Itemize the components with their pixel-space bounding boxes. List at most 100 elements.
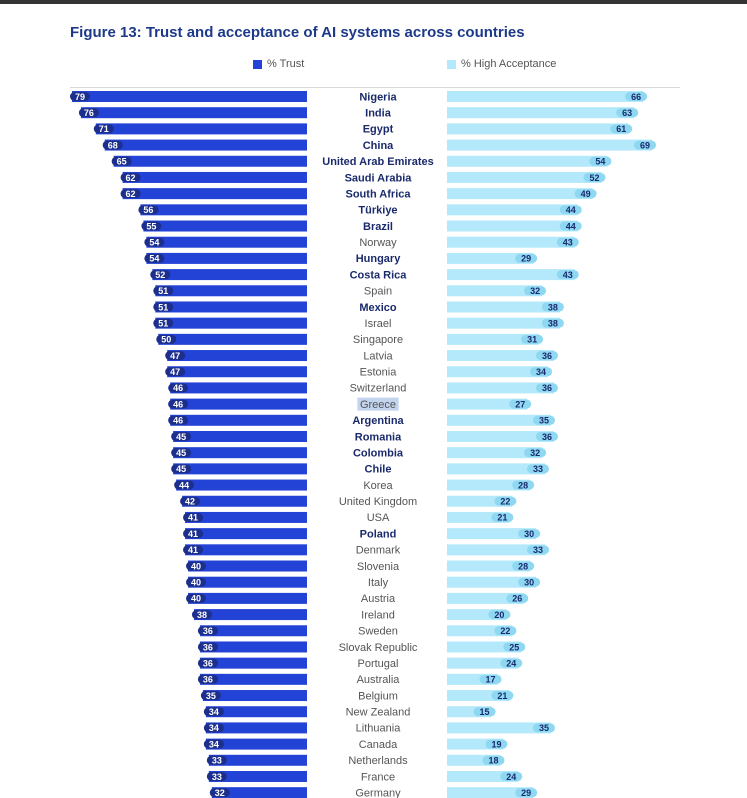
trust-value-pill (171, 464, 192, 474)
acceptance-bar (447, 350, 554, 362)
trust-value-label: 51 (158, 302, 168, 312)
acceptance-bar (447, 188, 593, 200)
trust-value-pill (174, 480, 195, 490)
trust-bar (173, 463, 307, 475)
acceptance-value-label: 44 (566, 221, 576, 231)
country-label: Spain (364, 286, 392, 298)
trust-bar (72, 91, 307, 102)
acceptance-bar (447, 252, 534, 264)
trust-bar (155, 301, 307, 313)
acceptance-bar (447, 544, 546, 556)
acceptance-bar (447, 528, 537, 540)
country-label: Belgium (358, 690, 398, 702)
country-label: Latvia (363, 350, 393, 362)
acceptance-bar (447, 625, 513, 637)
trust-bar (158, 333, 307, 345)
acceptance-value-pill (583, 172, 606, 182)
country-label: Ireland (361, 609, 395, 621)
trust-value-pill (203, 739, 224, 749)
legend-acceptance-swatch (447, 59, 456, 69)
trust-value-label: 41 (188, 545, 198, 555)
trust-value-label: 40 (191, 561, 201, 571)
trust-value-pill (191, 610, 212, 620)
trust-value-label: 44 (179, 480, 189, 490)
acceptance-value-label: 33 (533, 464, 543, 474)
country-label: Italy (368, 577, 389, 589)
acceptance-value-pill (491, 512, 514, 522)
trust-bar (140, 204, 307, 216)
trust-value-pill (150, 270, 171, 280)
acceptance-value-pill (527, 464, 550, 474)
acceptance-value-label: 32 (530, 286, 540, 296)
trust-bar (173, 430, 307, 442)
trust-value-pill (153, 286, 174, 296)
acceptance-value-label: 38 (548, 302, 558, 312)
country-label: Korea (363, 480, 393, 492)
trust-value-pill (120, 172, 141, 182)
acceptance-value-pill (535, 351, 558, 361)
country-label: USA (367, 512, 390, 524)
acceptance-value-label: 35 (539, 723, 549, 733)
acceptance-bar (447, 673, 498, 685)
country-label: Saudi Arabia (345, 172, 413, 184)
legend-trust: % Trust (253, 58, 304, 70)
acceptance-bar (447, 204, 578, 216)
trust-value-pill (203, 707, 224, 717)
acceptance-value-label: 22 (500, 626, 510, 636)
trust-value-label: 51 (158, 286, 168, 296)
trust-value-pill (183, 529, 204, 539)
country-label: Israel (365, 318, 392, 330)
trust-value-pill (186, 561, 207, 571)
trust-value-pill (120, 189, 141, 199)
trust-bar (155, 285, 307, 297)
country-label: Slovak Republic (339, 642, 418, 654)
acceptance-bar (447, 609, 507, 621)
acceptance-value-pill (491, 691, 514, 701)
country-label: Portugal (358, 658, 399, 670)
trust-value-label: 36 (203, 658, 213, 668)
trust-bar (143, 220, 307, 232)
trust-bar (146, 236, 307, 248)
acceptance-value-pill (509, 399, 532, 409)
trust-bar (185, 511, 307, 523)
acceptance-value-pill (503, 642, 526, 652)
trust-bar (167, 350, 307, 362)
acceptance-value-label: 36 (542, 383, 552, 393)
trust-value-label: 54 (149, 254, 159, 264)
country-label: Lithuania (356, 723, 402, 735)
trust-value-pill (206, 755, 227, 765)
trust-value-pill (78, 108, 99, 118)
trust-value-pill (70, 92, 90, 101)
acceptance-value-label: 28 (518, 480, 528, 490)
trust-bar (80, 107, 308, 119)
acceptance-value-pill (524, 448, 547, 458)
acceptance-value-pill (494, 496, 517, 506)
trust-value-pill (197, 642, 218, 652)
trust-bar (188, 592, 307, 604)
acceptance-value-label: 43 (563, 270, 573, 280)
country-label: Brazil (363, 221, 393, 233)
acceptance-bar (447, 285, 543, 297)
trust-value-pill (197, 674, 218, 684)
country-label: Switzerland (350, 383, 407, 395)
trust-bar (122, 171, 308, 183)
trust-bar (199, 625, 307, 637)
trust-value-label: 51 (158, 318, 168, 328)
country-label: Argentina (352, 415, 404, 427)
trust-value-pill (183, 512, 204, 522)
acceptance-bar (447, 754, 501, 766)
acceptance-value-pill (559, 221, 582, 231)
trust-value-pill (93, 124, 114, 134)
trust-value-label: 32 (215, 788, 225, 798)
trust-value-pill (183, 545, 204, 555)
trust-value-label: 45 (176, 464, 186, 474)
acceptance-bar (447, 107, 635, 119)
acceptance-value-label: 36 (542, 432, 552, 442)
trust-value-pill (168, 383, 189, 393)
trust-value-label: 54 (149, 238, 159, 248)
acceptance-value-pill (479, 674, 502, 684)
acceptance-bar (447, 770, 519, 782)
trust-bar (188, 560, 307, 572)
country-label: Sweden (358, 626, 398, 638)
trust-value-pill (171, 431, 192, 441)
